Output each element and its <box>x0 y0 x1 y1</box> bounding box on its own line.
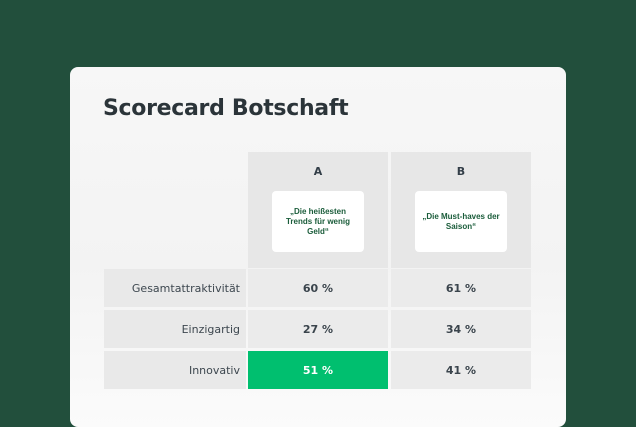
score-cell: 60 % <box>248 269 388 307</box>
row-label-gesamtattraktivitaet: Gesamtattraktivität <box>104 269 246 307</box>
column-header-a: A „Die heißesten Trends für wenig Geld“ <box>248 152 388 268</box>
column-letter-a: A <box>313 165 323 178</box>
page-title: Scorecard Botschaft <box>103 96 349 121</box>
column-header-b: B „Die Must-haves der Saison“ <box>391 152 531 268</box>
score-cell: 41 % <box>391 351 531 389</box>
message-card-a: „Die heißesten Trends für wenig Geld“ <box>272 191 364 252</box>
score-cell: 34 % <box>391 310 531 348</box>
row-label-einzigartig: Einzigartig <box>104 310 246 348</box>
score-cell-highlighted: 51 % <box>248 351 388 389</box>
score-cell: 61 % <box>391 269 531 307</box>
message-card-b: „Die Must-haves der Saison“ <box>415 191 507 252</box>
score-cell: 27 % <box>248 310 388 348</box>
column-letter-b: B <box>456 165 466 178</box>
scorecard-card: Scorecard Botschaft A „Die heißesten Tre… <box>70 67 566 427</box>
row-label-innovativ: Innovativ <box>104 351 246 389</box>
